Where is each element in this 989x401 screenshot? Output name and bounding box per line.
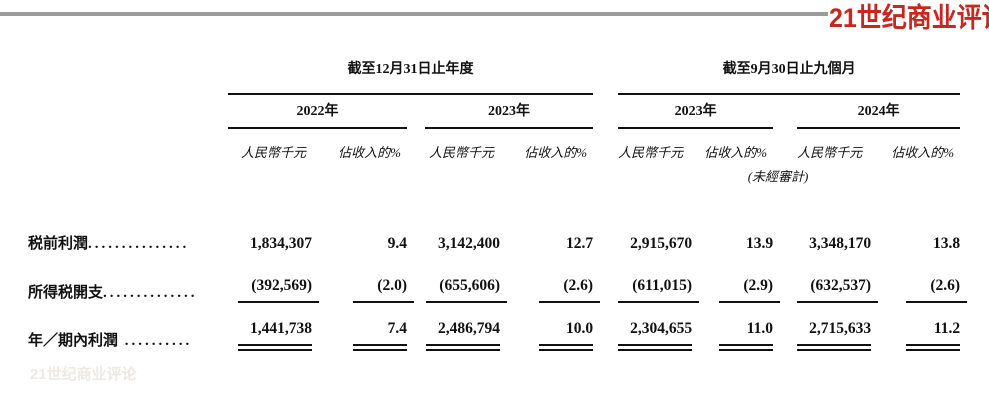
spacer-row: [28, 303, 960, 319]
unit-header-amount: 人民幣千元: [240, 145, 306, 160]
year-header-2024-9m: 2024年: [797, 94, 961, 129]
value-2024-9m-amount: 2,715,633: [797, 319, 872, 351]
top-divider-rule: [0, 12, 828, 16]
unit-header-amount: 人民幣千元: [618, 145, 684, 160]
unit-header-pct: 佔收入的%: [524, 145, 588, 160]
dot-leader: ...............: [88, 236, 190, 252]
value-2023fy-pct: 12.7: [565, 235, 594, 252]
unit-header-amount: 人民幣千元: [428, 145, 494, 160]
value-2022-amount: 1,834,307: [250, 235, 312, 252]
group-header-9m: 截至9月30日止九個月: [618, 52, 961, 95]
unaudited-note: (未經審計): [747, 169, 809, 184]
financial-summary-table: 截至12月31日止年度 截至9月30日止九個月 2022年 2023年 2023…: [28, 52, 968, 351]
year-header-row: 2022年 2023年 2023年 2024年: [28, 94, 961, 129]
unit-header-amount: 人民幣千元: [797, 145, 863, 160]
dot-leader: ..........: [118, 333, 193, 349]
value-2022-amount: (392,569): [238, 276, 319, 303]
value-2024-9m-pct: 11.2: [906, 319, 961, 351]
row-profit-before-tax: 税前利潤............... 1,834,307 9.4 3,142,…: [28, 234, 960, 276]
value-2024-9m-pct: (2.6): [906, 276, 968, 303]
spacer-row: [28, 192, 960, 234]
unit-header-pct: 佔收入的%: [704, 145, 768, 160]
row-label: 所得税開支: [28, 285, 104, 301]
value-2023-9m-amount: (611,015): [618, 276, 700, 303]
value-2023-9m-pct: 13.9: [745, 235, 774, 252]
value-2024-9m-pct: 13.8: [932, 235, 961, 252]
value-2024-9m-amount: 3,348,170: [809, 235, 872, 252]
year-header-2023-9m: 2023年: [618, 94, 774, 129]
unit-header-row: 人民幣千元 佔收入的% 人民幣千元 佔收入的% 人民幣千元 佔收入的% 人民幣千…: [28, 128, 960, 162]
value-2023-9m-pct: 11.0: [719, 319, 774, 351]
unaudited-note-row: (未經審計): [28, 162, 960, 192]
value-2023-9m-amount: 2,304,655: [618, 319, 693, 351]
value-2023fy-amount: 3,142,400: [438, 235, 500, 252]
value-2023fy-pct: 10.0: [539, 319, 594, 351]
faint-watermark: 21世纪商业评论: [30, 366, 137, 383]
period-group-row: 截至12月31日止年度 截至9月30日止九個月: [28, 52, 961, 95]
value-2022-pct: (2.0): [353, 276, 414, 303]
value-2023fy-amount: 2,486,794: [426, 319, 500, 351]
unit-header-pct: 佔收入的%: [891, 145, 955, 160]
value-2022-pct: 7.4: [353, 319, 407, 351]
year-header-2023fy: 2023年: [425, 94, 594, 129]
value-2023-9m-pct: (2.9): [719, 276, 781, 303]
unit-header-pct: 佔收入的%: [338, 145, 401, 160]
value-2023-9m-amount: 2,915,670: [630, 235, 693, 252]
row-label: 税前利潤: [28, 236, 89, 252]
year-header-2022: 2022年: [228, 94, 407, 129]
value-2024-9m-amount: (632,537): [797, 276, 879, 303]
value-2023fy-pct: (2.6): [539, 276, 601, 303]
group-header-fy: 截至12月31日止年度: [228, 52, 594, 95]
row-label: 年／期內利潤: [28, 333, 119, 349]
value-2023fy-amount: (655,606): [426, 276, 507, 303]
value-2022-amount: 1,441,738: [238, 319, 312, 351]
publisher-logo: 21世纪商业评论: [829, 3, 989, 34]
row-profit-for-period: 年／期內利潤 .......... 1,441,738 7.4 2,486,79…: [28, 319, 961, 351]
row-income-tax-expense: 所得税開支.............. (392,569) (2.0) (655…: [28, 276, 968, 303]
value-2022-pct: 9.4: [387, 235, 407, 252]
dot-leader: ..............: [103, 285, 198, 301]
